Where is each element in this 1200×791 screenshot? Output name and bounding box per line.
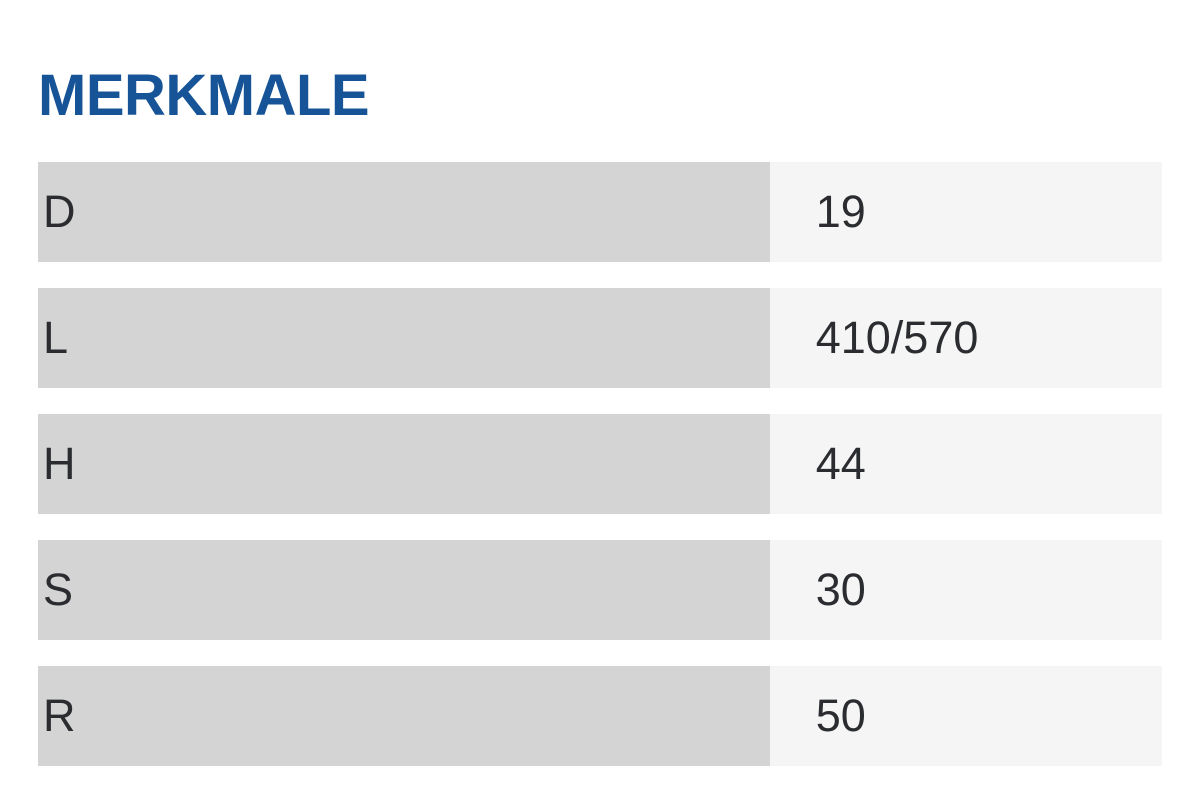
table-row: S 30 xyxy=(38,540,1162,640)
row-label: L xyxy=(43,312,69,363)
row-value: 19 xyxy=(815,186,866,237)
row-label-cell: R xyxy=(38,666,770,766)
page-title: MERKMALE xyxy=(38,63,370,128)
row-value-cell: 19 xyxy=(769,162,1162,262)
row-label-cell: D xyxy=(38,162,770,262)
row-value: 30 xyxy=(815,564,866,615)
row-label: R xyxy=(43,690,76,741)
row-value-cell: 410/570 xyxy=(769,288,1162,388)
table-row: L 410/570 xyxy=(38,288,1162,388)
row-label-cell: H xyxy=(38,414,770,514)
row-value: 50 xyxy=(815,690,866,741)
table-row: D 19 xyxy=(38,162,1162,262)
row-label: H xyxy=(43,438,76,489)
table-row: H 44 xyxy=(38,414,1162,514)
row-value: 44 xyxy=(815,438,866,489)
row-value-cell: 30 xyxy=(769,540,1162,640)
content-container: MERKMALE D 19 L 410/570 H xyxy=(0,66,1200,766)
row-value-cell: 44 xyxy=(769,414,1162,514)
row-value-cell: 50 xyxy=(769,666,1162,766)
features-table: D 19 L 410/570 H 44 xyxy=(38,162,1162,766)
row-label: D xyxy=(43,186,76,237)
table-row: R 50 xyxy=(38,666,1162,766)
row-label: S xyxy=(43,564,74,615)
row-value: 410/570 xyxy=(815,312,979,363)
row-label-cell: S xyxy=(38,540,770,640)
row-label-cell: L xyxy=(38,288,770,388)
